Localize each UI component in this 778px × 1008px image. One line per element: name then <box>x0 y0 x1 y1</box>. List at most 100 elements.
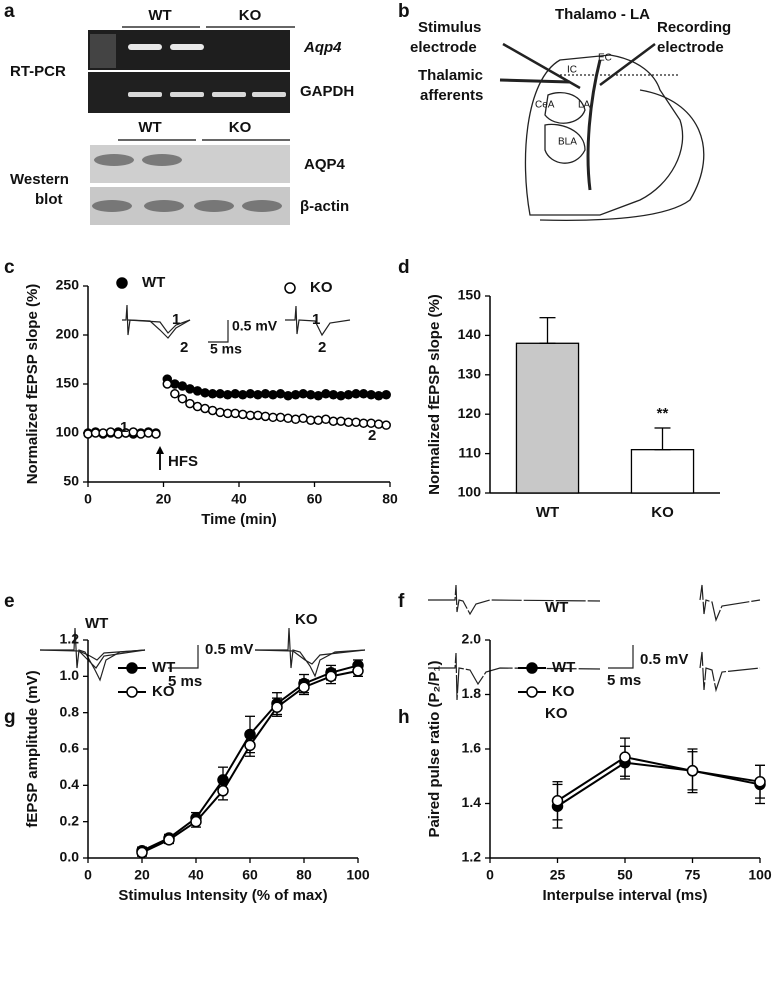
band-label: AQP4 <box>304 156 346 173</box>
marker <box>373 391 384 401</box>
x-tick-label: KO <box>651 504 674 521</box>
marker <box>83 429 93 439</box>
bar <box>515 342 580 494</box>
band <box>170 92 204 97</box>
annotation: 2 <box>368 427 376 444</box>
method-label: Western <box>10 171 69 188</box>
marker <box>245 389 256 399</box>
legend-marker <box>126 686 138 698</box>
band <box>242 200 282 212</box>
marker <box>275 412 286 423</box>
diagram-label: electrode <box>657 39 724 56</box>
series-line <box>556 756 761 802</box>
annotation: 2 <box>180 339 188 356</box>
marker <box>215 407 225 418</box>
trace <box>39 649 146 669</box>
trace <box>255 627 366 678</box>
trace <box>428 584 761 622</box>
marker <box>551 795 564 807</box>
y-tick-label: 50 <box>63 473 79 489</box>
marker <box>313 391 324 401</box>
band-label: Aqp4 <box>303 39 342 56</box>
x-tick-label: 20 <box>156 491 172 507</box>
y-tick-label: 1.6 <box>462 740 482 756</box>
legend-label: WT <box>142 274 165 291</box>
y-tick-label: 130 <box>458 366 482 382</box>
marker <box>192 386 203 396</box>
marker <box>381 420 391 430</box>
marker <box>321 414 331 425</box>
marker <box>366 390 376 400</box>
y-tick-label: 1.2 <box>462 849 482 865</box>
band <box>194 200 234 212</box>
y-tick-label: 110 <box>458 444 481 460</box>
marker <box>336 391 346 401</box>
band-label: GAPDH <box>300 83 354 100</box>
series-line <box>556 761 761 808</box>
y-tick-label: 150 <box>56 375 80 391</box>
marker <box>177 381 188 391</box>
y-tick-label: 140 <box>458 326 482 342</box>
fiber <box>586 59 602 191</box>
y-axis-title: Normalized fEPSP slope (%) <box>24 284 41 485</box>
marker <box>163 834 175 846</box>
marker <box>305 390 316 400</box>
panel-f: f WT KO 0.5 mV 5 ms <box>398 584 761 722</box>
marker <box>275 389 286 399</box>
brain-outline <box>539 89 705 221</box>
legend-marker <box>526 686 538 698</box>
group-label: WT <box>138 119 161 136</box>
marker <box>230 408 240 419</box>
marker <box>136 846 148 859</box>
annotation: 1 <box>120 419 128 436</box>
marker <box>215 389 225 399</box>
y-axis-title: Normalized fEPSP slope (%) <box>426 294 443 495</box>
panel-label: g <box>4 707 16 728</box>
marker <box>290 414 301 425</box>
x-tick-label: 0 <box>84 867 92 883</box>
trace <box>78 649 146 661</box>
x-axis-title: Stimulus Intensity (% of max) <box>118 887 327 904</box>
x-tick-label: 40 <box>188 867 204 883</box>
scale-bar <box>208 320 229 343</box>
x-tick-label: 60 <box>242 867 258 883</box>
legend-label: KO <box>152 683 175 700</box>
marker <box>290 390 301 400</box>
marker <box>238 390 248 400</box>
legend-marker <box>526 662 538 674</box>
scale-bar <box>608 645 634 669</box>
y-axis-title: fEPSP amplitude (mV) <box>24 670 41 827</box>
diagram-label: afferents <box>420 87 483 104</box>
group-label: WT <box>85 615 108 632</box>
x-tick-label: 0 <box>84 491 92 507</box>
ladder <box>90 34 116 68</box>
marker <box>686 765 699 777</box>
legend-label: WT <box>552 659 575 676</box>
x-tick-label: 80 <box>296 867 312 883</box>
y-tick-label: 0.0 <box>60 849 80 865</box>
group-label: KO <box>239 7 262 24</box>
y-tick-label: 150 <box>458 287 482 303</box>
marker <box>143 428 154 438</box>
y-tick-label: 100 <box>56 424 80 440</box>
band <box>142 154 182 166</box>
error-bar <box>539 317 556 344</box>
trace <box>428 651 761 701</box>
marker <box>200 388 210 398</box>
y-tick-label: 2.0 <box>462 631 482 647</box>
region-label: CeA <box>535 100 555 111</box>
marker <box>619 751 631 763</box>
panel-label: f <box>398 591 405 612</box>
y-tick-label: 1.2 <box>60 631 80 647</box>
marker <box>298 681 310 693</box>
band-label: β-actin <box>300 198 349 215</box>
annotation: 1 <box>312 311 320 328</box>
marker <box>253 390 263 400</box>
marker <box>260 389 271 399</box>
x-tick-label: 20 <box>134 867 150 883</box>
y-tick-label: 1.4 <box>462 794 482 810</box>
annotation: 5 ms <box>210 341 242 357</box>
group-label: WT <box>148 7 171 24</box>
x-tick-label: 75 <box>685 867 701 883</box>
